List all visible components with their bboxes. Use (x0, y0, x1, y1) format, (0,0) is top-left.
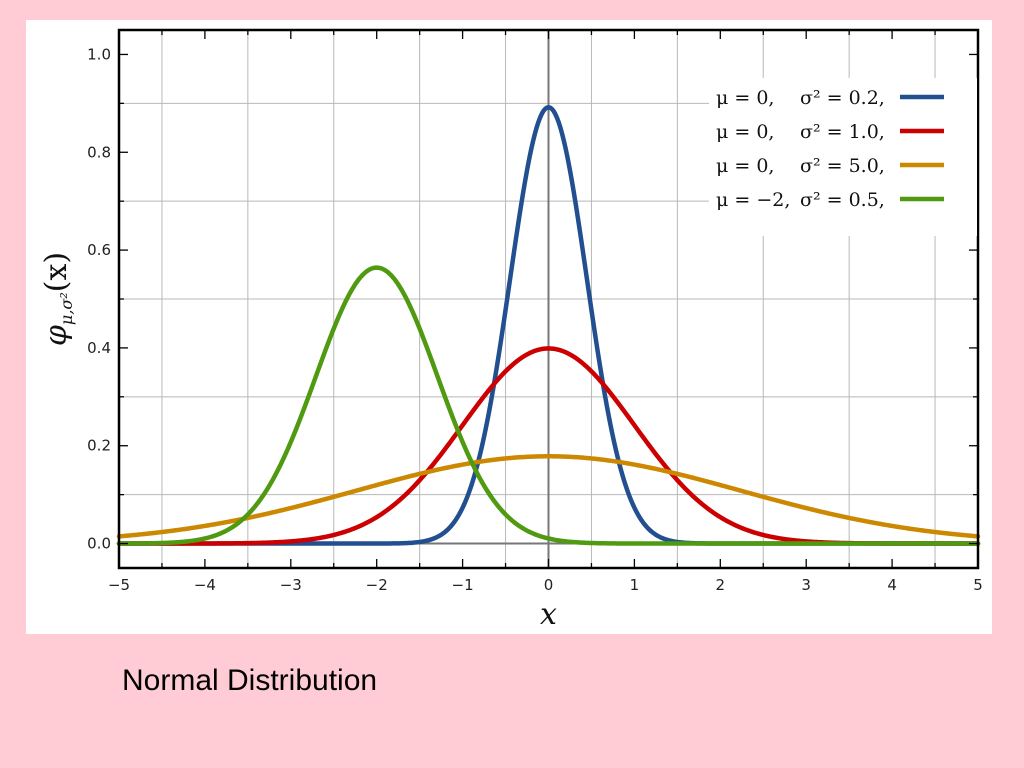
x-tick-label: −5 (108, 576, 130, 594)
caption: Normal Distribution (122, 664, 378, 697)
x-tick-label: −2 (366, 576, 388, 594)
x-axis-label: x (540, 597, 557, 632)
legend-mu-label: μ = 0, (716, 121, 774, 143)
y-tick-label: 0.4 (87, 339, 111, 357)
x-tick-label: −4 (194, 576, 216, 594)
chart-panel: −5 −4 −3 −2 −1 0 1 2 3 4 5 0.0 0.2 0.4 0.6 0.8 1.0 x φμ,σ²… (26, 20, 992, 634)
legend-background (709, 78, 977, 236)
legend-sigma-label: σ² = 0.5, (800, 189, 885, 211)
x-tick-label: 4 (887, 576, 897, 594)
y-axis-label: φμ,σ²(x) (39, 252, 76, 346)
x-tick-label: 5 (973, 576, 983, 594)
legend-mu-label: μ = −2, (716, 189, 790, 211)
series-line-3 (116, 265, 981, 546)
legend-mu-label: μ = 0, (716, 155, 774, 177)
legend: μ = 0, σ² = 0.2, μ = 0, σ² = 1.0, μ = 0, σ² =… (709, 78, 977, 236)
ticks (118, 30, 979, 568)
y-tick-label: 0.0 (87, 535, 111, 553)
x-tick-label: −3 (280, 576, 302, 594)
series-line-2 (116, 454, 981, 539)
x-tick-label: 1 (630, 576, 640, 594)
x-tick-label: 2 (716, 576, 726, 594)
legend-sigma-label: σ² = 1.0, (800, 121, 885, 143)
legend-sigma-label: σ² = 0.2, (800, 87, 885, 109)
normal-distribution-chart: −5 −4 −3 −2 −1 0 1 2 3 4 5 0.0 0.2 0.4 0.6 0.8 1.0 x φμ,σ²… (39, 28, 983, 632)
y-tick-label: 0.8 (87, 143, 111, 161)
x-tick-label: −1 (452, 576, 474, 594)
y-tick-label: 0.6 (87, 241, 111, 259)
y-tick-label: 1.0 (87, 45, 111, 63)
legend-sigma-label: σ² = 5.0, (800, 155, 885, 177)
x-tick-label: 3 (801, 576, 811, 594)
y-tick-label: 0.2 (87, 437, 111, 455)
legend-mu-label: μ = 0, (716, 87, 774, 109)
x-tick-label: 0 (544, 576, 554, 594)
